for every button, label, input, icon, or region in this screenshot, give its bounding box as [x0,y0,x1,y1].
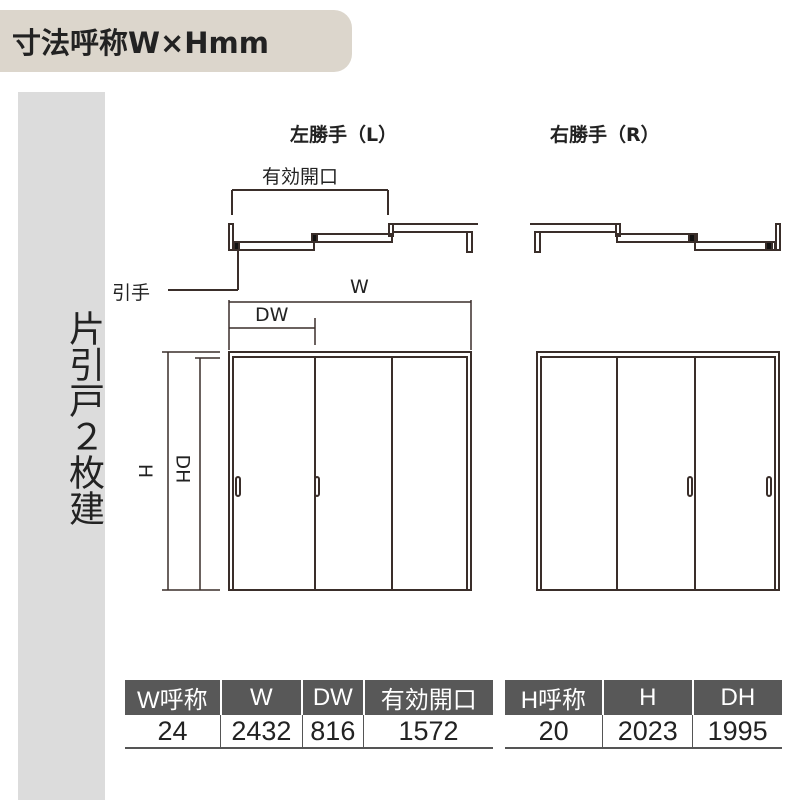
right-elevation [536,351,780,591]
h-label: H [134,463,157,479]
value-cell: 1572 [363,715,493,749]
table-header-row: H呼称 H DH [505,680,782,715]
handle-label: 引手 [112,282,151,304]
header-cell: 有効開口 [362,680,493,715]
header-cell: DH [691,680,782,715]
door-type-label: 片引戸２枚建 [63,310,104,526]
value-cell: 816 [301,715,364,749]
value-cell: 2432 [220,715,303,749]
header-cell: H呼称 [505,680,603,715]
handle-icon [235,476,241,497]
right-hand-title: 右勝手（R） [550,124,660,146]
dh-label: DH [171,454,194,484]
header-cell: W [219,680,303,715]
dimension-lines [162,300,472,591]
right-plan-view [530,223,781,253]
value-cell: 2023 [602,715,693,749]
handle-icon [687,476,693,497]
value-cell: 24 [125,715,221,749]
dw-label: DW [255,304,289,326]
left-hand-title: 左勝手（L） [290,124,398,146]
w-label: W [350,276,369,298]
page-title: 寸法呼称W×Hmm [12,26,269,60]
handle-icon [314,476,320,497]
header-cell: H [601,680,693,715]
sidebar-category: 片引戸２枚建 [18,92,105,800]
effective-opening-label: 有効開口 [262,166,339,188]
left-plan-view [168,189,478,291]
header-cell: W呼称 [125,680,221,715]
left-elevation [228,351,472,591]
table-row: 20 2023 1995 [505,715,782,749]
value-cell: 1995 [692,715,782,749]
title-badge: 寸法呼称W×Hmm [0,10,352,72]
height-table: H呼称 H DH 20 2023 1995 [505,680,782,749]
header-cell: DW [301,680,364,715]
table-header-row: W呼称 W DW 有効開口 [125,680,493,715]
handle-icon [766,476,772,497]
table-row: 24 2432 816 1572 [125,715,493,749]
width-table: W呼称 W DW 有効開口 24 2432 816 1572 [125,680,493,749]
value-cell: 20 [505,715,603,749]
